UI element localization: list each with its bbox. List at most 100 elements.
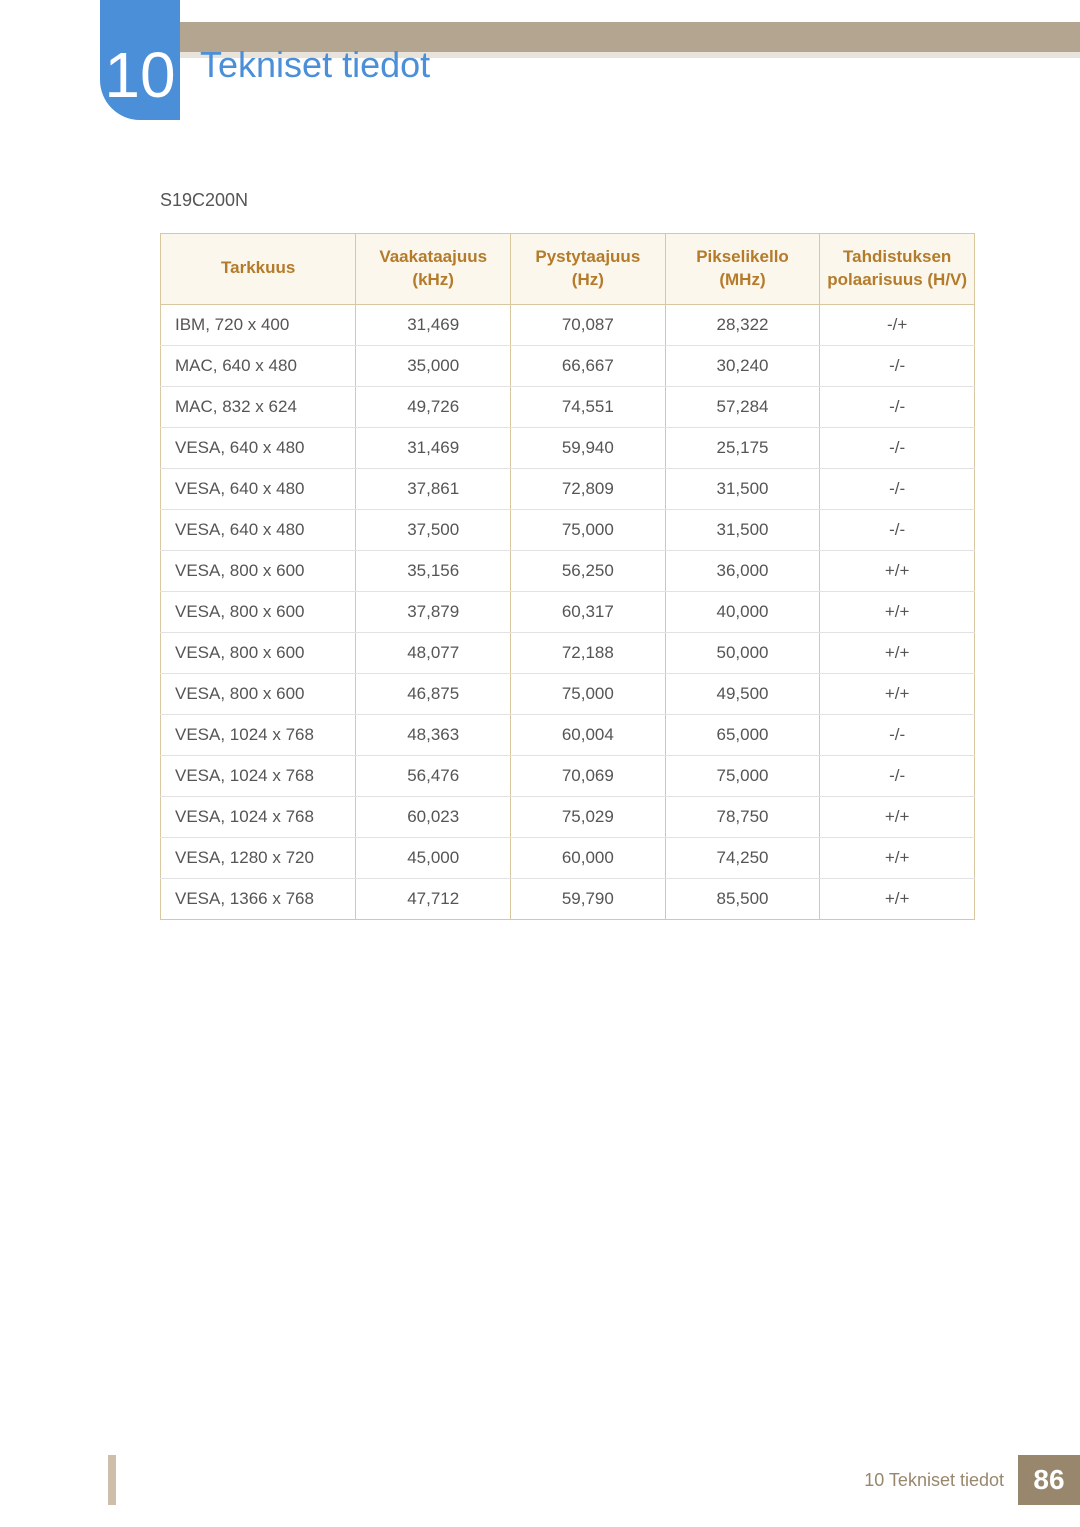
section-number-tab: 10 xyxy=(100,0,180,120)
table-cell: 31,500 xyxy=(665,468,820,509)
table-cell: 65,000 xyxy=(665,714,820,755)
table-cell: VESA, 800 x 600 xyxy=(161,632,356,673)
table-row: VESA, 1366 x 76847,71259,79085,500+/+ xyxy=(161,878,975,919)
table-cell: VESA, 800 x 600 xyxy=(161,591,356,632)
table-cell: VESA, 800 x 600 xyxy=(161,550,356,591)
table-cell: +/+ xyxy=(820,837,975,878)
table-cell: 72,188 xyxy=(511,632,666,673)
table-cell: -/- xyxy=(820,509,975,550)
table-cell: VESA, 1024 x 768 xyxy=(161,755,356,796)
col-header: Tarkkuus xyxy=(161,234,356,305)
table-cell: 35,000 xyxy=(356,345,511,386)
table-cell: 25,175 xyxy=(665,427,820,468)
table-cell: 48,077 xyxy=(356,632,511,673)
table-cell: 56,476 xyxy=(356,755,511,796)
table-row: MAC, 832 x 62449,72674,55157,284-/- xyxy=(161,386,975,427)
table-row: VESA, 640 x 48037,86172,80931,500-/- xyxy=(161,468,975,509)
table-cell: -/- xyxy=(820,427,975,468)
footer-bar: 10 Tekniset tiedot 86 xyxy=(864,1455,1080,1505)
table-body: IBM, 720 x 40031,46970,08728,322-/+MAC, … xyxy=(161,304,975,919)
table-cell: 59,940 xyxy=(511,427,666,468)
table-cell: VESA, 1024 x 768 xyxy=(161,714,356,755)
table-cell: 45,000 xyxy=(356,837,511,878)
spec-table: Tarkkuus Vaakataajuus (kHz) Pystytaajuus… xyxy=(160,233,975,920)
table-cell: VESA, 1024 x 768 xyxy=(161,796,356,837)
table-cell: 48,363 xyxy=(356,714,511,755)
table-cell: 60,023 xyxy=(356,796,511,837)
table-cell: 37,879 xyxy=(356,591,511,632)
table-cell: 75,029 xyxy=(511,796,666,837)
table-cell: -/- xyxy=(820,714,975,755)
footer-page-number: 86 xyxy=(1018,1455,1080,1505)
table-cell: 57,284 xyxy=(665,386,820,427)
table-cell: 30,240 xyxy=(665,345,820,386)
table-row: VESA, 640 x 48037,50075,00031,500-/- xyxy=(161,509,975,550)
table-cell: 59,790 xyxy=(511,878,666,919)
table-cell: 60,004 xyxy=(511,714,666,755)
table-cell: 46,875 xyxy=(356,673,511,714)
table-cell: 60,317 xyxy=(511,591,666,632)
table-cell: 75,000 xyxy=(511,673,666,714)
table-cell: 70,069 xyxy=(511,755,666,796)
table-row: MAC, 640 x 48035,00066,66730,240-/- xyxy=(161,345,975,386)
table-cell: -/- xyxy=(820,755,975,796)
table-row: VESA, 1280 x 72045,00060,00074,250+/+ xyxy=(161,837,975,878)
model-label: S19C200N xyxy=(160,190,975,211)
col-header: Tahdistuksen polaarisuus (H/V) xyxy=(820,234,975,305)
table-row: VESA, 800 x 60037,87960,31740,000+/+ xyxy=(161,591,975,632)
content-area: S19C200N Tarkkuus Vaakataajuus (kHz) Pys… xyxy=(160,190,975,920)
table-cell: +/+ xyxy=(820,878,975,919)
table-cell: VESA, 1280 x 720 xyxy=(161,837,356,878)
table-row: VESA, 800 x 60046,87575,00049,500+/+ xyxy=(161,673,975,714)
section-number: 10 xyxy=(104,38,175,112)
table-cell: 28,322 xyxy=(665,304,820,345)
table-cell: -/- xyxy=(820,468,975,509)
table-cell: 74,250 xyxy=(665,837,820,878)
table-cell: 74,551 xyxy=(511,386,666,427)
table-cell: 35,156 xyxy=(356,550,511,591)
table-cell: +/+ xyxy=(820,632,975,673)
table-cell: MAC, 832 x 624 xyxy=(161,386,356,427)
table-cell: 78,750 xyxy=(665,796,820,837)
table-cell: +/+ xyxy=(820,673,975,714)
table-cell: VESA, 640 x 480 xyxy=(161,468,356,509)
table-cell: -/- xyxy=(820,386,975,427)
table-cell: 37,861 xyxy=(356,468,511,509)
table-cell: 72,809 xyxy=(511,468,666,509)
col-header: Vaakataajuus (kHz) xyxy=(356,234,511,305)
footer-label: 10 Tekniset tiedot xyxy=(864,1455,1018,1505)
table-cell: 47,712 xyxy=(356,878,511,919)
table-cell: 75,000 xyxy=(665,755,820,796)
table-cell: 37,500 xyxy=(356,509,511,550)
table-cell: 36,000 xyxy=(665,550,820,591)
table-cell: VESA, 1366 x 768 xyxy=(161,878,356,919)
table-cell: +/+ xyxy=(820,796,975,837)
table-cell: 31,469 xyxy=(356,304,511,345)
table-cell: +/+ xyxy=(820,550,975,591)
table-cell: 60,000 xyxy=(511,837,666,878)
table-cell: 49,500 xyxy=(665,673,820,714)
table-header: Tarkkuus Vaakataajuus (kHz) Pystytaajuus… xyxy=(161,234,975,305)
col-header: Pystytaajuus (Hz) xyxy=(511,234,666,305)
table-row: IBM, 720 x 40031,46970,08728,322-/+ xyxy=(161,304,975,345)
table-row: VESA, 800 x 60035,15656,25036,000+/+ xyxy=(161,550,975,591)
table-cell: VESA, 640 x 480 xyxy=(161,509,356,550)
table-row: VESA, 1024 x 76856,47670,06975,000-/- xyxy=(161,755,975,796)
footer-left-rule xyxy=(108,1455,116,1505)
table-cell: MAC, 640 x 480 xyxy=(161,345,356,386)
table-cell: -/- xyxy=(820,345,975,386)
table-cell: +/+ xyxy=(820,591,975,632)
table-cell: 49,726 xyxy=(356,386,511,427)
table-row: VESA, 1024 x 76860,02375,02978,750+/+ xyxy=(161,796,975,837)
col-header: Pikselikello (MHz) xyxy=(665,234,820,305)
table-cell: VESA, 640 x 480 xyxy=(161,427,356,468)
table-cell: 56,250 xyxy=(511,550,666,591)
table-cell: 75,000 xyxy=(511,509,666,550)
table-cell: IBM, 720 x 400 xyxy=(161,304,356,345)
table-cell: 40,000 xyxy=(665,591,820,632)
page-title: Tekniset tiedot xyxy=(200,44,430,86)
table-cell: 31,500 xyxy=(665,509,820,550)
table-cell: 85,500 xyxy=(665,878,820,919)
table-row: VESA, 1024 x 76848,36360,00465,000-/- xyxy=(161,714,975,755)
table-row: VESA, 800 x 60048,07772,18850,000+/+ xyxy=(161,632,975,673)
